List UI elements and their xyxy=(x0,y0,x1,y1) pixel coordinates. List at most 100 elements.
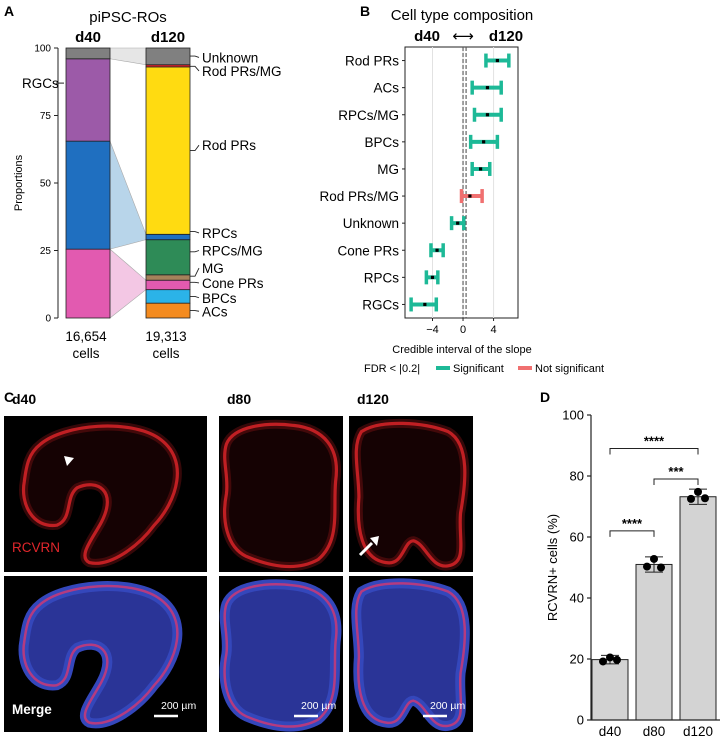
scale-bar-label: 200 µm xyxy=(161,700,196,712)
panel-a-title: piPSC-ROs xyxy=(89,9,167,26)
right-label: ACs xyxy=(202,304,228,319)
d-y-tick-label: 60 xyxy=(570,530,584,545)
organoid-rcvrn-halo xyxy=(19,421,182,568)
b-row-label: Rod PRs xyxy=(345,54,399,69)
bar-segment-d120-unknown xyxy=(145,47,191,66)
bar-segment-d40-rpcs xyxy=(65,140,111,250)
scale-bar-label: 200 µm xyxy=(301,700,336,712)
bar-segment-d40-unknown xyxy=(65,47,111,60)
right-label: Rod PRs xyxy=(202,138,256,153)
link-unknown xyxy=(109,47,147,66)
bar-segment-d120-mg xyxy=(145,274,191,281)
micrograph-column-label: d120 xyxy=(357,391,389,407)
a-y-tick-label: 75 xyxy=(40,111,52,122)
rcvrn-label: RCVRN xyxy=(12,540,60,555)
a-y-tick-label: 100 xyxy=(34,44,51,55)
leader-line xyxy=(190,65,200,72)
interval-median xyxy=(456,221,460,225)
d-y-axis-label: RCVRN+ cells (%) xyxy=(545,514,560,621)
b-row-label: BPCs xyxy=(364,135,399,150)
bar-segment-d120-bpcs xyxy=(145,289,191,304)
bar-d80 xyxy=(635,563,673,721)
right-label: Rod PRs/MG xyxy=(202,64,282,79)
organoid-rcvrn xyxy=(354,421,467,568)
panel-a: A piPSC-ROs d40 16,654 cells d120 19,313 cells… xyxy=(4,3,282,361)
label-rgcs: RGCs xyxy=(22,76,59,91)
bar-segment-d40-cone_prs xyxy=(65,248,111,319)
panel-d: D 0 20 40 60 80 100 RCVRN+ cells (%) d40 d80 d120… xyxy=(540,389,720,739)
data-point xyxy=(613,655,621,664)
leader-line xyxy=(190,267,200,277)
cells-count-d40: 16,654 xyxy=(65,329,107,344)
cells-word-d120: cells xyxy=(152,346,179,361)
organoid-merge-edge xyxy=(223,583,338,728)
bar-segment-d40-rgcs xyxy=(65,58,111,142)
panel-letter-d: D xyxy=(540,389,550,405)
data-point xyxy=(599,657,607,666)
significance-label: **** xyxy=(622,516,643,531)
leader-line xyxy=(190,144,200,152)
data-point xyxy=(687,494,695,503)
leader-line xyxy=(190,231,200,234)
header-d40: d40 xyxy=(414,28,440,45)
interval-median xyxy=(485,86,490,90)
micrograph-column-label: d80 xyxy=(227,391,251,407)
a-y-tick-label: 0 xyxy=(45,314,51,325)
bar-segment-d120-acs xyxy=(145,302,191,319)
significance-label: *** xyxy=(668,464,684,479)
b-row-label: Rod PRs/MG xyxy=(319,189,399,204)
interval-median xyxy=(485,113,490,117)
panel-c: C d40 d80 d120 RCVRN Merge 200 µm 200 µm 200 µm xyxy=(4,389,473,732)
organoid-rcvrn-halo xyxy=(220,419,341,571)
organoid-rcvrn xyxy=(223,422,339,569)
legend-title: FDR < |0.2| xyxy=(364,363,420,375)
arrow-icon-head xyxy=(370,536,379,546)
arrowhead-icon xyxy=(64,456,74,466)
d-y-tick-label: 20 xyxy=(570,652,584,667)
link-cone_prs xyxy=(109,248,147,319)
interval-median xyxy=(423,302,427,307)
interval-median xyxy=(478,167,483,171)
organoid-rcvrn xyxy=(21,424,179,565)
bar-segment-d120-rod_prs xyxy=(145,66,191,235)
data-point xyxy=(643,562,651,571)
leader-line xyxy=(190,55,200,58)
leader-line xyxy=(190,281,200,284)
b-row-label: MG xyxy=(377,162,399,177)
bar-segment-d120-rpcs xyxy=(145,233,191,241)
b-row-label: RGCs xyxy=(362,297,399,312)
legend-not-significant: Not significant xyxy=(535,363,604,375)
bar-d120 xyxy=(679,496,717,721)
data-point xyxy=(650,554,658,563)
panel-letter-b: B xyxy=(360,3,370,19)
d-x-tick-label: d40 xyxy=(599,724,622,739)
organoid-merge-edge xyxy=(22,584,179,725)
d-x-tick-label: d120 xyxy=(683,724,713,739)
significance-label: **** xyxy=(644,434,665,449)
interval-median xyxy=(468,194,472,198)
interval-median xyxy=(430,275,435,279)
right-label: BPCs xyxy=(202,291,237,306)
b-x-tick-label: 0 xyxy=(460,324,466,336)
d-y-tick-label: 100 xyxy=(562,408,584,423)
panel-letter-a: A xyxy=(4,3,14,19)
right-label: RPCs xyxy=(202,226,238,241)
panel-letter-c: C xyxy=(4,389,14,405)
d-y-tick-label: 80 xyxy=(570,469,584,484)
interval-median xyxy=(495,58,499,63)
leader-line xyxy=(190,310,200,312)
leader-line xyxy=(190,295,200,299)
b-row-label: Unknown xyxy=(343,216,399,231)
data-point xyxy=(657,563,665,572)
micrograph-column-label: d40 xyxy=(12,391,36,407)
header-d120: d120 xyxy=(489,28,523,45)
data-point xyxy=(701,494,709,503)
a-y-tick-label: 50 xyxy=(40,179,52,190)
data-point xyxy=(606,653,614,662)
bar-d40 xyxy=(591,659,629,721)
d-x-tick-label: d80 xyxy=(643,724,666,739)
column-label-d40: d40 xyxy=(75,29,101,46)
interval-median xyxy=(435,248,439,252)
right-label: RPCs/MG xyxy=(202,244,263,259)
